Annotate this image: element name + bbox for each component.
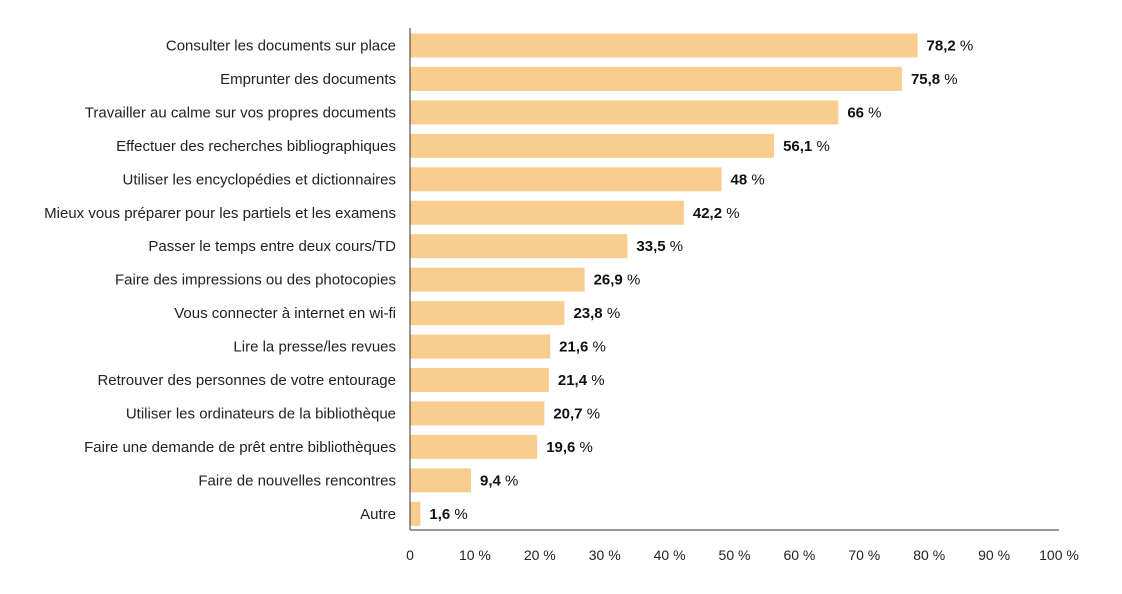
category-label: Autre: [360, 506, 396, 523]
category-label: Retrouver des personnes de votre entoura…: [97, 372, 396, 389]
bar: [410, 133, 775, 158]
bar: [410, 301, 565, 326]
category-label: Consulter les documents sur place: [166, 38, 396, 55]
data-label: 20,7 %: [553, 405, 600, 422]
x-tick-label: 30 %: [589, 547, 621, 563]
bar: [410, 234, 628, 259]
data-label: 56,1 %: [783, 138, 830, 155]
category-label: Vous connecter à internet en wi-fi: [174, 305, 396, 322]
bar: [410, 368, 549, 392]
data-label: 19,6 %: [546, 439, 593, 456]
data-label: 9,4 %: [480, 472, 518, 489]
bars-layer: [410, 33, 918, 526]
data-label: 21,6 %: [559, 339, 606, 356]
data-label: 21,4 %: [558, 372, 605, 389]
x-tick-label: 40 %: [654, 547, 686, 563]
category-label: Lire la presse/les revues: [233, 339, 396, 356]
x-tick-label: 0: [406, 547, 414, 563]
x-tick-label: 60 %: [783, 547, 815, 563]
x-tick-label: 80 %: [913, 547, 945, 563]
category-label: Passer le temps entre deux cours/TD: [148, 238, 396, 255]
data-label: 26,9 %: [594, 272, 641, 289]
bar: [410, 167, 722, 192]
data-label: 23,8 %: [573, 305, 620, 322]
bar: [410, 434, 538, 459]
x-tick-label: 90 %: [978, 547, 1010, 563]
category-label: Faire de nouvelles rencontres: [198, 472, 396, 489]
bar: [410, 200, 684, 225]
x-tick-label: 10 %: [459, 547, 491, 563]
category-label: Faire des impressions ou des photocopies: [115, 272, 396, 289]
bar: [410, 66, 902, 91]
bar: [410, 468, 472, 493]
axes-layer: [409, 28, 1059, 531]
category-label: Effectuer des recherches bibliographique…: [116, 138, 396, 155]
labels-layer: Consulter les documents sur place 78,2 % E…: [44, 38, 1079, 564]
x-tick-label: 70 %: [848, 547, 880, 563]
category-label: Utiliser les encyclopédies et dictionnai…: [123, 171, 396, 188]
x-tick-label: 50 %: [719, 547, 751, 563]
category-label: Emprunter des documents: [220, 71, 396, 88]
category-label: Utiliser les ordinateurs de la bibliothè…: [126, 405, 396, 422]
data-label: 75,8 %: [911, 71, 958, 88]
data-label: 33,5 %: [636, 238, 683, 255]
bar: [410, 401, 545, 426]
bar: [410, 501, 421, 526]
bar: [410, 33, 918, 58]
category-label: Travailler au calme sur vos propres docu…: [85, 104, 396, 121]
data-label: 66 %: [847, 104, 881, 121]
data-label: 48 %: [731, 171, 765, 188]
category-label: Mieux vous préparer pour les partiels et…: [44, 205, 396, 222]
data-label: 42,2 %: [693, 205, 740, 222]
bar: [410, 334, 551, 359]
bar: [410, 100, 839, 125]
category-label: Faire une demande de prêt entre biblioth…: [84, 439, 396, 456]
x-tick-label: 100 %: [1039, 547, 1079, 563]
x-tick-label: 20 %: [524, 547, 556, 563]
data-label: 78,2 %: [927, 38, 974, 55]
data-label: 1,6 %: [429, 506, 467, 523]
bar: [410, 267, 585, 292]
